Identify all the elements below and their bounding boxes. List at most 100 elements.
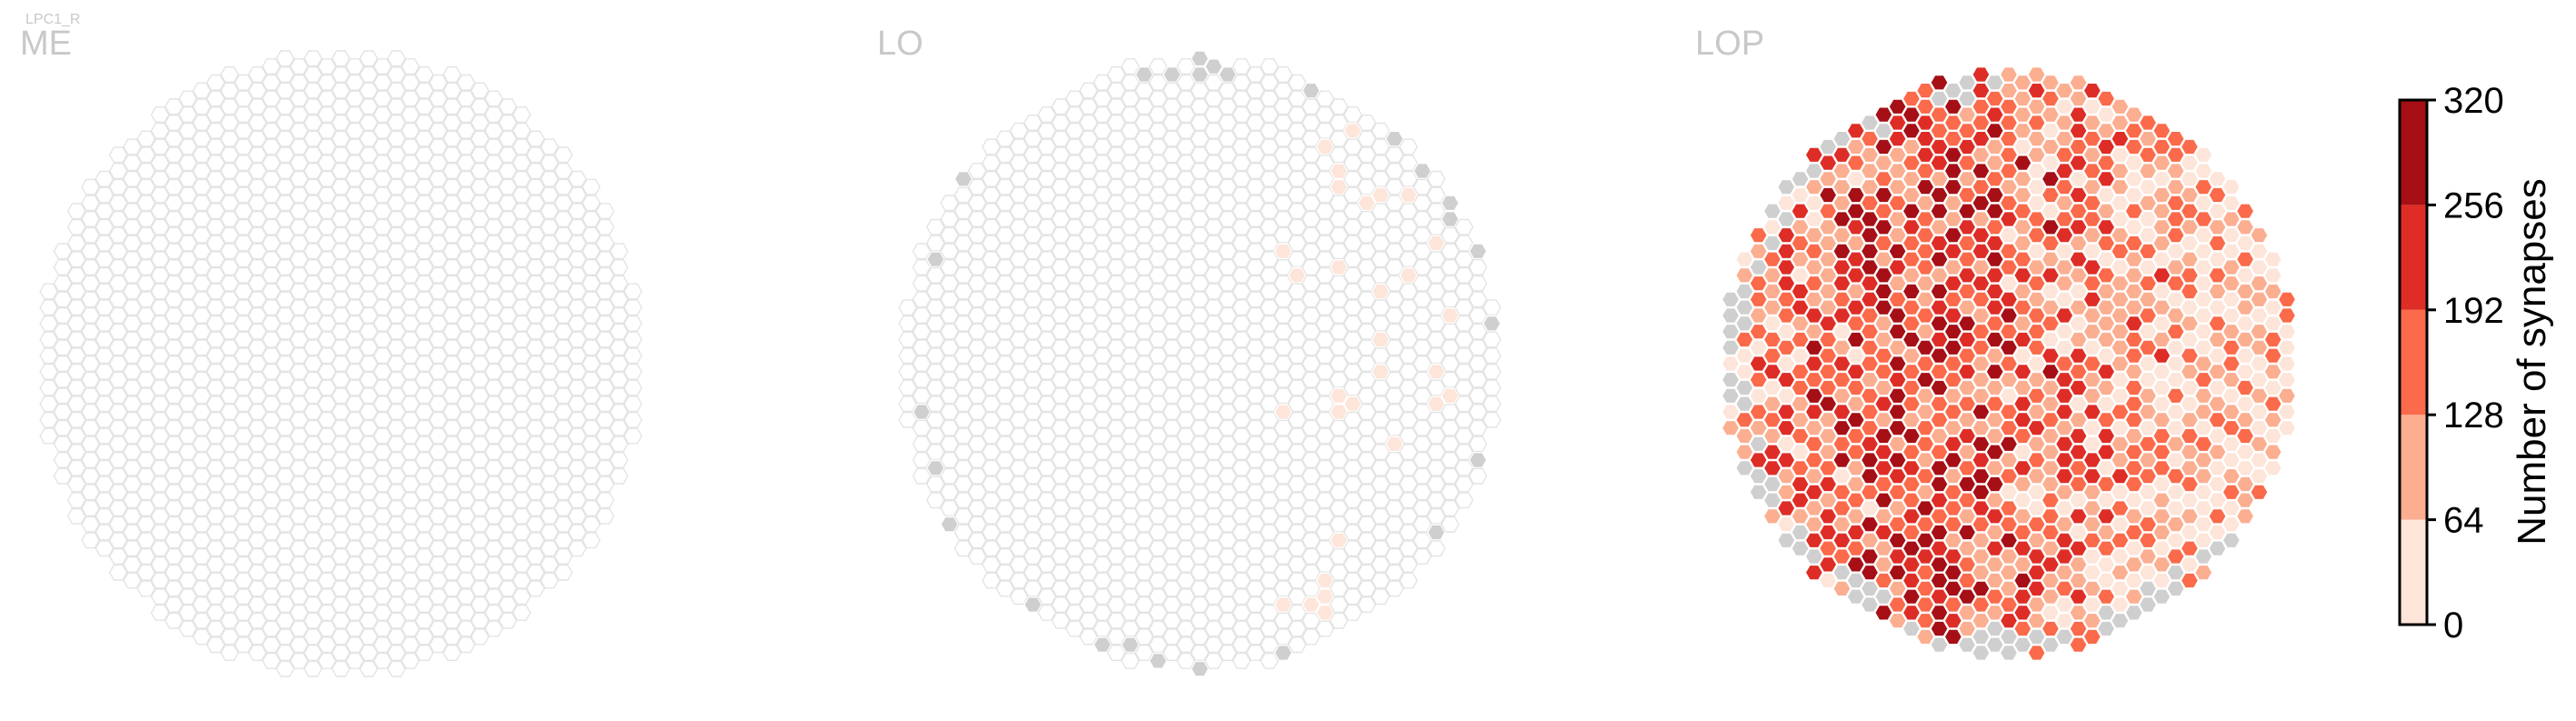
hex-column bbox=[442, 275, 462, 292]
hex-column bbox=[525, 580, 545, 597]
hex-column bbox=[1064, 218, 1084, 235]
hex-column bbox=[192, 130, 212, 147]
hex-column bbox=[982, 492, 1001, 509]
hex-column bbox=[1051, 226, 1071, 244]
hex-column bbox=[982, 556, 1001, 573]
hex-column bbox=[344, 396, 364, 413]
hex-column bbox=[247, 612, 267, 629]
hex-column bbox=[428, 556, 448, 573]
hex-column bbox=[456, 218, 476, 235]
hex-column bbox=[1009, 444, 1029, 461]
hex-column bbox=[484, 299, 504, 316]
hex-column bbox=[234, 379, 254, 396]
hex-column bbox=[289, 106, 309, 124]
hex-column bbox=[331, 339, 351, 356]
hex-column bbox=[303, 404, 323, 420]
hex-column bbox=[303, 645, 323, 661]
hex-column bbox=[401, 138, 420, 155]
hex-column bbox=[940, 291, 960, 308]
hex-column bbox=[359, 162, 379, 180]
hex-column bbox=[414, 307, 434, 324]
hex-column bbox=[414, 580, 434, 597]
hex-column bbox=[1037, 427, 1057, 445]
hex-column bbox=[567, 283, 587, 300]
hex-column bbox=[53, 243, 73, 260]
hex-column bbox=[1399, 572, 1418, 589]
hex-column bbox=[303, 162, 323, 180]
hex-column bbox=[1051, 387, 1071, 405]
hex-column bbox=[512, 396, 532, 413]
hex-column bbox=[525, 436, 545, 453]
hex-column bbox=[108, 243, 128, 260]
hex-column bbox=[525, 323, 545, 340]
hex-column bbox=[150, 540, 170, 557]
hex-column bbox=[123, 283, 142, 300]
hex-column bbox=[456, 444, 476, 461]
hex-column bbox=[331, 210, 351, 228]
hex-column bbox=[344, 331, 364, 348]
hex-column bbox=[1051, 195, 1071, 212]
hex-column bbox=[359, 484, 379, 501]
hex-column bbox=[470, 467, 490, 485]
hex-column bbox=[344, 315, 364, 332]
hex-column bbox=[303, 660, 323, 677]
hex-column bbox=[262, 363, 281, 380]
hex-column bbox=[220, 419, 240, 436]
hex-column bbox=[136, 307, 156, 324]
hex-column bbox=[512, 315, 532, 332]
hex-column bbox=[262, 122, 281, 139]
hex-column bbox=[995, 178, 1015, 195]
hex-column bbox=[136, 419, 156, 436]
hex-column bbox=[136, 178, 156, 195]
hex-column bbox=[205, 74, 225, 91]
hex-column bbox=[303, 532, 323, 549]
hex-column bbox=[331, 467, 351, 485]
hex-column bbox=[1037, 588, 1057, 606]
hex-column bbox=[1009, 331, 1029, 348]
hex-column bbox=[205, 122, 225, 139]
hex-column bbox=[303, 387, 323, 405]
hex-column bbox=[234, 138, 254, 155]
hex-column bbox=[581, 467, 601, 485]
hex-column bbox=[150, 379, 170, 396]
hex-column bbox=[442, 628, 462, 646]
hex-column bbox=[967, 243, 987, 260]
hex-column bbox=[428, 315, 448, 332]
hex-column bbox=[456, 235, 476, 252]
hex-column bbox=[456, 122, 476, 139]
hex-column bbox=[540, 556, 559, 573]
hex-column bbox=[1009, 283, 1029, 300]
hex-column bbox=[1064, 315, 1084, 332]
hex-column bbox=[123, 155, 142, 172]
hex-column bbox=[954, 363, 973, 380]
hex-column bbox=[81, 307, 101, 324]
hex-column bbox=[456, 203, 476, 220]
hex-column bbox=[205, 524, 225, 541]
hex-column bbox=[995, 467, 1015, 485]
hex-column bbox=[995, 404, 1015, 420]
hex-column bbox=[1023, 130, 1043, 147]
hex-column bbox=[150, 122, 170, 139]
hex-column bbox=[136, 339, 156, 356]
hex-column bbox=[1051, 564, 1071, 581]
hex-column bbox=[164, 596, 184, 613]
hex-column bbox=[982, 379, 1001, 396]
hex-column bbox=[262, 58, 281, 75]
hex-column bbox=[317, 379, 337, 396]
hex-column bbox=[234, 396, 254, 413]
hex-column bbox=[456, 492, 476, 509]
hex-column bbox=[150, 266, 170, 284]
hex-column bbox=[456, 620, 476, 637]
hex-column bbox=[192, 339, 212, 356]
hex-column bbox=[136, 323, 156, 340]
hex-column bbox=[386, 645, 406, 661]
hex-column bbox=[1051, 355, 1071, 372]
hex-column bbox=[220, 532, 240, 549]
hex-column bbox=[1079, 130, 1099, 147]
hex-column bbox=[982, 203, 1001, 220]
hex-column bbox=[595, 379, 615, 396]
hex-column bbox=[205, 186, 225, 204]
hex-column bbox=[303, 628, 323, 646]
hex-column bbox=[123, 186, 142, 204]
hex-column bbox=[609, 355, 629, 372]
